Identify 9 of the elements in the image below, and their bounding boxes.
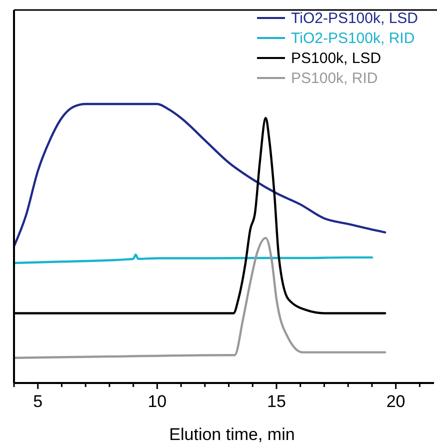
- x-tick-label: 5: [33, 392, 43, 411]
- legend-label: PS100k, RID: [291, 70, 378, 87]
- x-tick-label: 20: [386, 392, 406, 411]
- x-axis-title: Elution time, min: [169, 425, 295, 444]
- legend-label: TiO2-PS100k, LSD: [291, 10, 418, 27]
- legend-label: PS100k, LSD: [291, 50, 382, 67]
- x-tick-label: 15: [267, 392, 286, 411]
- legend-label: TiO2-PS100k, RID: [291, 30, 415, 47]
- x-tick-label: 10: [148, 392, 167, 411]
